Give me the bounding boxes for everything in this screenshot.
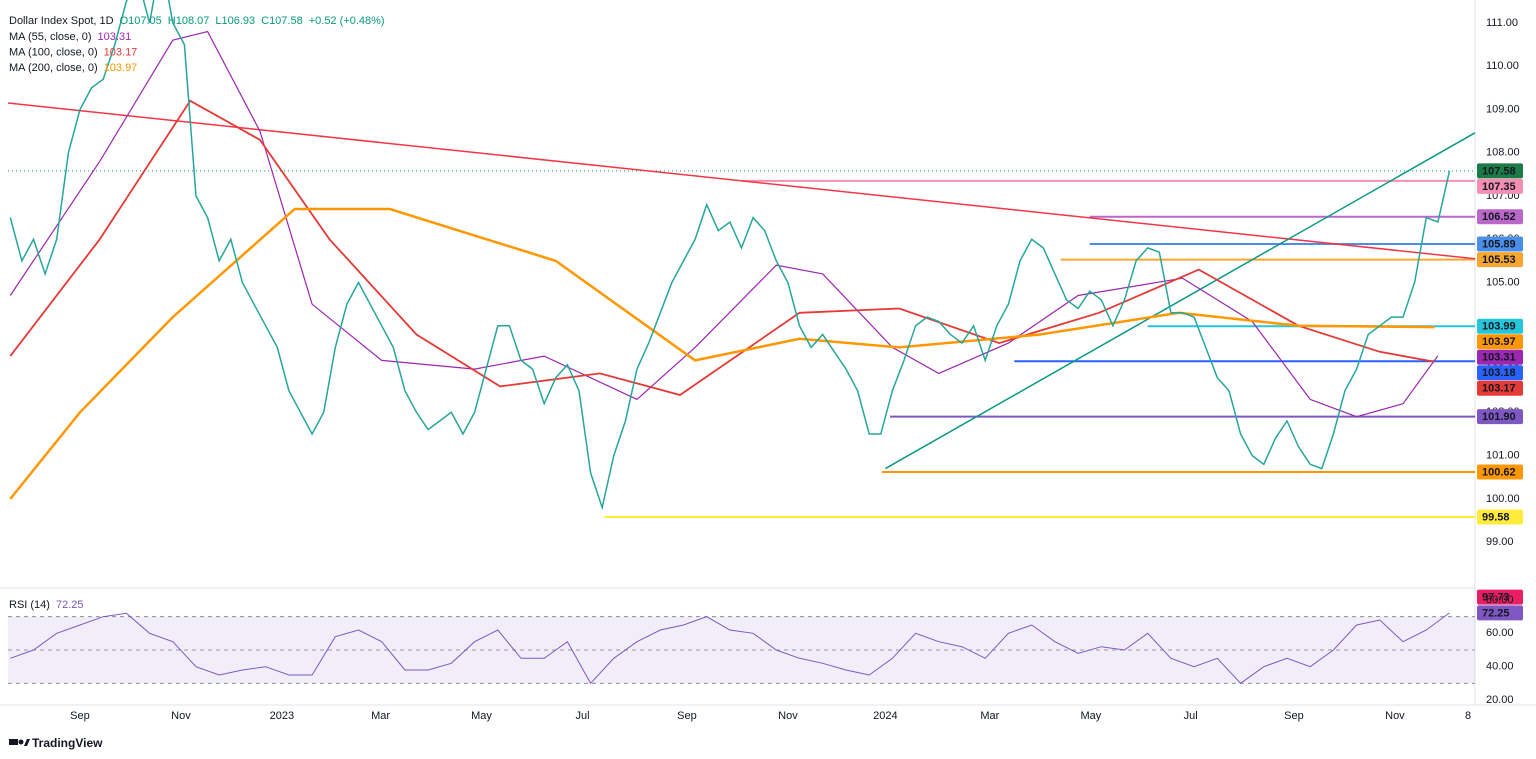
- price-badge-label: 107.35: [1482, 181, 1516, 193]
- y-tick-label: 109.00: [1486, 103, 1520, 115]
- price-badge-label: 107.58: [1482, 165, 1516, 177]
- symbol-title: Dollar Index Spot, 1D: [9, 15, 114, 27]
- quote-value: +0.52 (+0.48%): [309, 15, 385, 27]
- quote-value: O107.05: [120, 15, 162, 27]
- quote-value: C107.58: [261, 15, 303, 27]
- x-tick-label: 8: [1465, 710, 1471, 722]
- trendline: [7, 102, 1476, 260]
- x-tick-label: Sep: [1284, 710, 1304, 722]
- price-badge-label: 105.89: [1482, 238, 1516, 250]
- brand-logo: [9, 739, 30, 746]
- price-badge: [1477, 409, 1523, 425]
- x-tick-label: May: [471, 710, 492, 722]
- quote-value: H108.07: [168, 15, 210, 27]
- price-badge: [1477, 589, 1523, 605]
- moving-average: [9, 30, 1439, 418]
- price-badge: [1477, 236, 1523, 252]
- x-tick-label: 2024: [873, 710, 897, 722]
- ma-legend-name: MA (100, close, 0): [9, 46, 98, 58]
- rsi-value: 72.25: [56, 599, 84, 611]
- trendline: [885, 132, 1476, 470]
- x-tick-label: Nov: [778, 710, 798, 722]
- rsi-tick-label: 20.00: [1486, 694, 1514, 706]
- price-badge-label: 103.31: [1482, 352, 1516, 364]
- price-badge: [1477, 509, 1523, 525]
- y-tick-label: 105.00: [1486, 276, 1520, 288]
- price-badge-label: 103.18: [1482, 367, 1516, 379]
- price-badge-label: 100.62: [1482, 466, 1516, 478]
- price-badge: [1477, 334, 1523, 350]
- rsi-tick-label: 60.00: [1486, 627, 1514, 639]
- x-tick-label: Mar: [980, 710, 999, 722]
- y-tick-label: 100.00: [1486, 493, 1520, 505]
- price-badge-label: 103.99: [1482, 321, 1516, 333]
- x-tick-label: Jul: [1184, 710, 1198, 722]
- ma-legend-value: 103.97: [104, 62, 138, 74]
- ma-legend-value: 103.17: [104, 46, 138, 58]
- ma-legend: MA (55, close, 0) 103.31: [9, 31, 131, 43]
- rsi-line: [10, 612, 1450, 685]
- x-tick-label: Sep: [677, 710, 697, 722]
- price-badge: [1477, 380, 1523, 396]
- price-badge: [1477, 464, 1523, 480]
- price-badge: [1477, 365, 1523, 381]
- ma-legend-value: 103.31: [98, 31, 132, 43]
- x-tick-label: Sep: [70, 710, 90, 722]
- price-badge: [1477, 209, 1523, 225]
- price-badge: [1477, 318, 1523, 334]
- quote-value: L106.93: [215, 15, 255, 27]
- price-badge-label: 103.97: [1482, 336, 1516, 348]
- rsi-badge: [1477, 605, 1523, 621]
- x-tick-label: Nov: [1385, 710, 1405, 722]
- x-tick-label: May: [1080, 710, 1101, 722]
- price-badge-label: 105.53: [1482, 254, 1516, 266]
- x-tick-label: Nov: [171, 710, 191, 722]
- rsi-name: RSI (14): [9, 599, 50, 611]
- price-line: [9, 0, 1451, 511]
- price-badge-label: 106.52: [1482, 211, 1516, 223]
- price-badge-label: 101.90: [1482, 411, 1516, 423]
- price-badge-label: 97.73: [1482, 591, 1510, 603]
- moving-average: [9, 99, 1435, 396]
- rsi-tick-label: 40.00: [1486, 661, 1514, 673]
- price-badge: [1477, 178, 1523, 194]
- rsi-badge-label: 72.25: [1482, 607, 1510, 619]
- price-badge-label: 99.58: [1482, 511, 1510, 523]
- brand: TradingView: [32, 736, 103, 750]
- y-tick-label: 111.00: [1486, 17, 1518, 29]
- x-tick-label: Jul: [575, 710, 589, 722]
- price-badge: [1477, 349, 1523, 365]
- rsi-legend: RSI (14) 72.25: [9, 599, 84, 611]
- rsi-tick-label: 80.00: [1486, 594, 1514, 606]
- ma-legend: MA (200, close, 0) 103.97: [9, 62, 137, 74]
- y-tick-label: 108.00: [1486, 147, 1520, 159]
- price-badge: [1477, 252, 1523, 268]
- x-tick-label: 2023: [270, 710, 294, 722]
- ma-legend: MA (100, close, 0) 103.17: [9, 46, 137, 58]
- y-tick-label: 110.00: [1486, 60, 1519, 72]
- header: Dollar Index Spot, 1D O107.05 H108.07 L106.…: [9, 15, 385, 27]
- y-tick-label: 101.00: [1486, 450, 1520, 462]
- x-tick-label: Mar: [371, 710, 390, 722]
- y-tick-label: 99.00: [1486, 536, 1514, 548]
- price-badge: [1477, 163, 1523, 179]
- ma-legend-name: MA (200, close, 0): [9, 62, 98, 74]
- ma-legend-name: MA (55, close, 0): [9, 31, 92, 43]
- price-badge-label: 103.17: [1482, 383, 1516, 395]
